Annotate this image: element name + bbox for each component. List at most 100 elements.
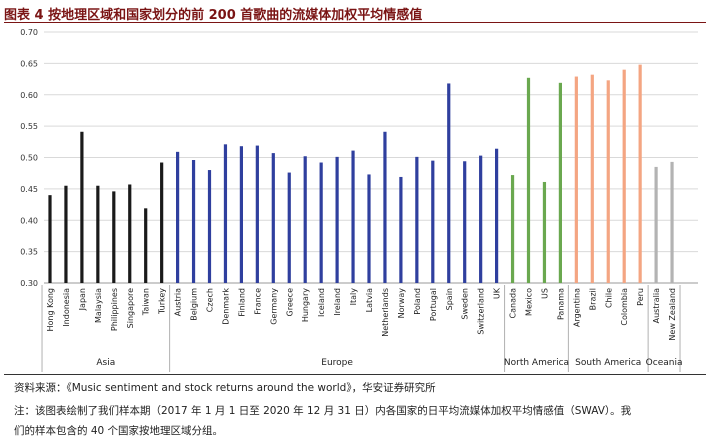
bar-france — [255, 145, 259, 283]
x-tick-label: Czech — [206, 288, 215, 312]
x-tick-label: Latvia — [365, 288, 374, 312]
x-tick-label: Philippines — [110, 288, 119, 331]
region-label: Oceania — [646, 358, 683, 368]
bar-iceland — [319, 162, 323, 283]
region-label: Asia — [96, 358, 115, 368]
bar-spain — [447, 83, 451, 283]
y-tick-label: 0.35 — [20, 248, 38, 257]
x-tick-label: US — [540, 288, 549, 299]
x-tick-label: Portugal — [429, 288, 438, 321]
bar-portugal — [431, 160, 435, 283]
y-tick-label: 0.65 — [20, 59, 38, 68]
bar-hong-kong — [48, 195, 52, 283]
x-tick-label: Spain — [445, 288, 454, 310]
figure-title: 图表 4 按地理区域和国家划分的前 200 首歌曲的流媒体加权平均情感值 — [4, 8, 423, 23]
bar-norway — [399, 176, 403, 283]
x-tick-label: Italy — [349, 288, 358, 306]
bar-turkey — [160, 162, 164, 283]
explanatory-note-line-2: 们的样本包含的 40 个国家按地理区域分组。 — [14, 425, 224, 437]
x-tick-label: Ireland — [333, 288, 342, 316]
bar-chile — [606, 80, 610, 283]
x-tick-label: Canada — [509, 288, 518, 319]
x-tick-label: Hong Kong — [46, 288, 55, 332]
x-tick-label: France — [253, 288, 262, 315]
x-tick-label: UK — [493, 287, 502, 299]
bar-austria — [176, 151, 180, 283]
bar-belgium — [191, 160, 196, 283]
bar-finland — [239, 146, 243, 283]
x-tick-label: Peru — [636, 288, 645, 306]
x-tick-label: Greece — [285, 288, 294, 317]
x-tick-label: Chile — [604, 288, 613, 308]
bar-colombia — [622, 69, 626, 284]
x-tick-label: Sweden — [461, 288, 470, 320]
bar-italy — [351, 150, 355, 283]
bar-singapore — [128, 184, 132, 283]
x-tick-label: Singapore — [126, 288, 135, 328]
region-groups: Asia Europe North America South America Ocea… — [41, 285, 683, 372]
x-tick-label: Indonesia — [62, 288, 71, 327]
x-tick-label: Germany — [269, 288, 278, 325]
x-tick-label: Malaysia — [94, 288, 103, 323]
y-tick-label: 0.45 — [20, 185, 38, 194]
title-rule — [4, 22, 706, 23]
x-tick-label: Panama — [556, 288, 565, 320]
bar-latvia — [367, 174, 371, 283]
y-tick-label: 0.50 — [20, 154, 38, 163]
bar-indonesia — [64, 185, 68, 283]
bar-czech — [207, 170, 212, 283]
x-tick-label: Switzerland — [477, 288, 486, 335]
x-tick-label: Iceland — [317, 288, 326, 317]
bar-japan — [80, 131, 84, 283]
bar-canada — [510, 175, 515, 283]
x-tick-label: New Zealand — [668, 288, 677, 341]
source-note: 资料来源：《Music sentiment and stock returns … — [14, 382, 436, 394]
region-label: South America — [575, 358, 641, 368]
bar-denmark — [223, 144, 228, 283]
x-tick-labels: Hong Kong Indonesia Japan Malaysia Philippin… — [46, 287, 677, 340]
x-tick-label: Denmark — [221, 288, 230, 325]
x-tick-label: Belgium — [190, 288, 199, 321]
y-tick-labels: 0.30 0.35 0.40 0.45 0.50 0.55 0.60 0.65 0.70 — [20, 28, 38, 288]
y-tick-label: 0.60 — [20, 91, 38, 100]
x-tick-label: Australia — [652, 288, 661, 323]
bar-us — [542, 181, 547, 283]
x-tick-label: Colombia — [620, 288, 629, 326]
bar-chart: 0.30 0.35 0.40 0.45 0.50 0.55 0.60 0.65 0.70 Hon… — [20, 28, 698, 372]
x-tick-label: Taiwan — [142, 288, 151, 316]
x-tick-label: Austria — [174, 288, 183, 316]
y-tick-label: 0.55 — [20, 122, 38, 131]
y-tick-label: 0.40 — [20, 216, 38, 225]
y-tick-label: 0.30 — [20, 279, 38, 288]
x-tick-label: Netherlands — [381, 288, 390, 337]
x-tick-label: Japan — [78, 288, 87, 311]
x-tick-label: Turkey — [158, 288, 167, 315]
x-tick-label: Poland — [413, 288, 422, 315]
x-tick-label: Finland — [237, 288, 246, 317]
bar-poland — [415, 156, 419, 283]
bar-switzerland — [479, 155, 483, 283]
x-tick-label: Argentina — [572, 288, 581, 327]
y-tick-label: 0.70 — [20, 28, 38, 37]
bar-uk — [495, 148, 499, 283]
x-tick-label: Brazil — [588, 288, 597, 310]
bars — [48, 64, 674, 284]
bar-australia — [654, 166, 658, 283]
bar-panama — [558, 82, 562, 283]
bar-mexico — [526, 77, 531, 283]
x-tick-label: Norway — [397, 288, 406, 319]
bar-peru — [638, 64, 642, 283]
bar-new-zealand — [670, 161, 674, 283]
bar-brazil — [590, 74, 594, 283]
bar-philippines — [112, 191, 116, 283]
bar-ireland — [335, 156, 339, 283]
x-tick-label: Hungary — [301, 288, 310, 322]
bar-hungary — [303, 156, 307, 283]
bar-greece — [287, 172, 291, 283]
bar-taiwan — [144, 208, 148, 283]
region-label: Europe — [321, 358, 353, 368]
bar-sweden — [463, 161, 467, 283]
bar-netherlands — [383, 131, 387, 283]
explanatory-note-line-1: 注：该图表绘制了我们样本期（2017 年 1 月 1 日至 2020 年 12 … — [14, 405, 632, 417]
